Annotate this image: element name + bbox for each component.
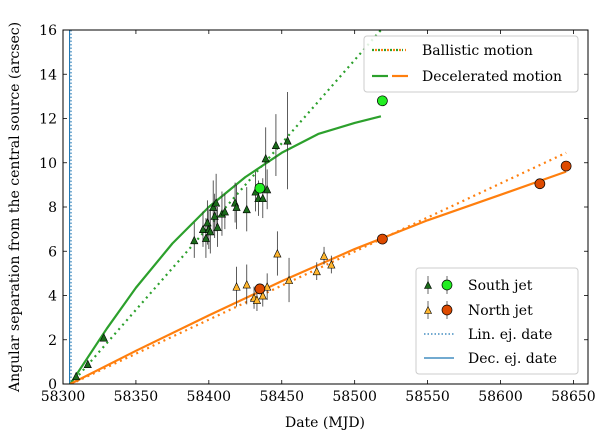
x-tick-label: 58400 (187, 389, 232, 405)
y-axis-label: Angular separation from the central sour… (7, 22, 23, 393)
north-ballistic-fit (70, 151, 567, 384)
legend-ballistic-label: Ballistic motion (422, 43, 533, 59)
legend-south-icon (424, 276, 453, 294)
y-tick-label: 12 (39, 112, 57, 128)
north-jet-point (312, 266, 321, 276)
x-tick-label: 58300 (41, 389, 86, 405)
south-jet-point (72, 371, 81, 381)
legend-north-label: North jet (468, 303, 533, 319)
legend-north-icon (424, 301, 453, 319)
south-jet-circle-point (377, 95, 388, 107)
y-tick-label: 6 (48, 244, 57, 260)
north-jet-point (242, 279, 251, 289)
north-jet-point (263, 282, 272, 291)
axes: 58300 58350 58400 58450 58500 58550 58600 58650… (39, 23, 596, 405)
north-jet-circle-point (534, 178, 546, 190)
north-jet-circle-point (254, 283, 266, 295)
x-tick-label: 58550 (405, 389, 450, 405)
south-jet-point (201, 233, 210, 242)
north-jet-point (252, 295, 262, 304)
south-jet-point (198, 224, 208, 234)
south-jet-point (83, 359, 92, 368)
y-tick-label: 8 (48, 200, 57, 216)
x-tick-label: 58500 (332, 389, 377, 405)
x-tick-label: 58350 (114, 389, 159, 405)
legend-south-label: South jet (468, 278, 533, 294)
south-jet-point (213, 222, 222, 231)
north-jet-point (327, 260, 336, 269)
north-decelerated-fit (69, 170, 567, 384)
south-ballistic-fit (70, 30, 382, 384)
x-tick-label: 58600 (478, 389, 523, 405)
south-jet-point (206, 226, 215, 236)
legend-motion: Ballistic motion Decelerated motion (363, 35, 579, 93)
legend-lin-ej-label: Lin. ej. date (468, 327, 552, 343)
south-jet-point (283, 136, 292, 145)
south-jet-point (242, 204, 251, 214)
north-jet-circle-point (377, 233, 388, 245)
legend-dec-ej-label: Dec. ej. date (468, 351, 557, 367)
south-jet-point (99, 333, 108, 342)
south-jet-point (190, 235, 199, 245)
x-axis-label: Date (MJD) (285, 415, 365, 431)
south-jet-point (263, 184, 272, 194)
north-jet-circle-point (560, 160, 572, 172)
x-tick-label: 58450 (259, 389, 304, 405)
x-tick-label: 58650 (551, 389, 596, 405)
south-jet-point (261, 153, 270, 163)
south-jet-point (258, 193, 267, 203)
y-tick-label: 2 (48, 333, 57, 349)
legend-components: South jet North jet Lin. ej. date Dec. e… (415, 267, 579, 375)
y-tick-label: 0 (48, 377, 57, 393)
north-jet-point (284, 275, 294, 284)
y-tick-label: 10 (39, 156, 57, 172)
north-jet-point (258, 291, 267, 300)
north-jet-point (273, 248, 282, 258)
legend-components-frame (415, 267, 579, 375)
y-tick-label: 4 (48, 289, 57, 305)
legend-decelerated-label: Decelerated motion (422, 69, 562, 85)
y-tick-label: 16 (39, 23, 57, 39)
south-jet-point (212, 198, 221, 207)
y-tick-label: 14 (39, 67, 57, 83)
south-jet-point (203, 218, 212, 227)
south-jet-circle-point (254, 182, 266, 194)
south-jet-point (210, 211, 219, 220)
south-jet-point (232, 202, 241, 211)
south-jet-point (271, 140, 280, 149)
legend-motion-frame (363, 35, 579, 93)
south-jet-point (209, 202, 218, 211)
north-jet-point (319, 251, 329, 260)
north-jet-point (232, 282, 241, 291)
south-decelerated-fit (69, 115, 382, 384)
south-jet-point (220, 206, 229, 216)
plot-area (69, 30, 572, 384)
